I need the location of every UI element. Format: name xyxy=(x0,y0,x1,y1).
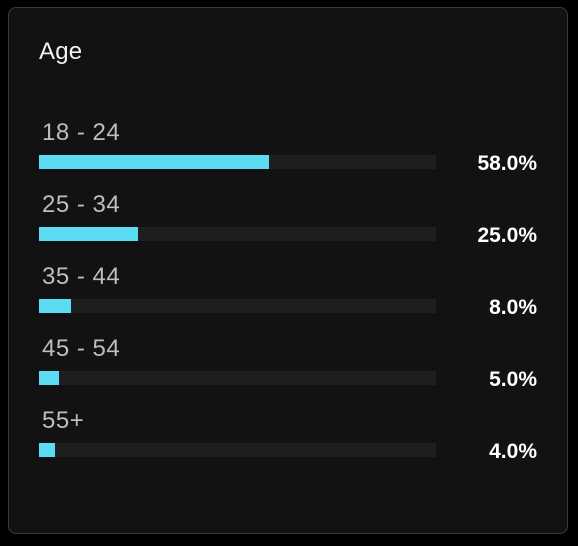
percent-value: 8.0% xyxy=(489,296,537,319)
age-row-25-34: 25 - 34 25.0% xyxy=(9,191,567,251)
progress-track xyxy=(39,155,436,169)
progress-track xyxy=(39,371,436,385)
progress-fill xyxy=(39,371,59,385)
percent-value: 5.0% xyxy=(489,368,537,391)
age-row-18-24: 18 - 24 58.0% xyxy=(9,119,567,179)
progress-track xyxy=(39,227,436,241)
progress-fill xyxy=(39,155,270,169)
age-range-label: 45 - 54 xyxy=(42,335,121,362)
progress-track xyxy=(39,443,436,457)
age-card: Age 18 - 24 58.0% 25 - 34 25.0% 35 - 44 … xyxy=(8,7,568,534)
age-row-55-plus: 55+ 4.0% xyxy=(9,407,567,467)
age-range-label: 25 - 34 xyxy=(42,191,121,218)
progress-fill xyxy=(39,227,139,241)
percent-value: 58.0% xyxy=(477,152,537,175)
percent-value: 25.0% xyxy=(477,224,537,247)
age-range-label: 35 - 44 xyxy=(42,263,121,290)
card-title: Age xyxy=(39,38,83,65)
age-row-35-44: 35 - 44 8.0% xyxy=(9,263,567,323)
percent-value: 4.0% xyxy=(489,440,537,463)
progress-fill xyxy=(39,299,71,313)
age-range-label: 55+ xyxy=(42,407,85,434)
progress-track xyxy=(39,299,436,313)
age-range-label: 18 - 24 xyxy=(42,119,121,146)
age-row-45-54: 45 - 54 5.0% xyxy=(9,335,567,395)
progress-fill xyxy=(39,443,55,457)
